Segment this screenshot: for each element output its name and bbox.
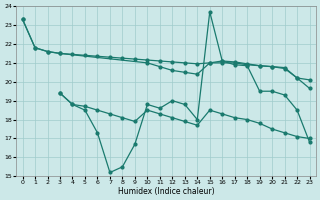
X-axis label: Humidex (Indice chaleur): Humidex (Indice chaleur) (118, 187, 214, 196)
